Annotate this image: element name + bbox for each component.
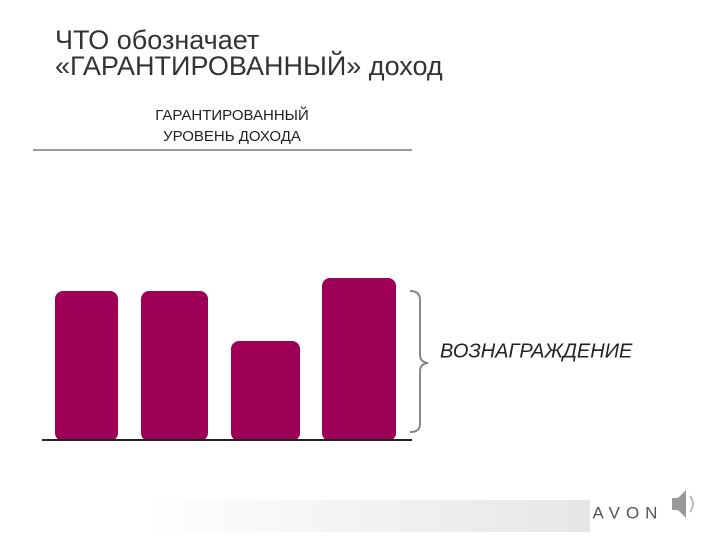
guaranteed-label: УРОВЕНЬ ДОХОДА	[163, 128, 301, 145]
bars	[55, 278, 396, 441]
bar	[55, 291, 118, 441]
footer-band	[145, 500, 590, 532]
bar	[322, 278, 396, 441]
title-line: «ГАРАНТИРОВАННЫЙ» доход	[55, 50, 443, 81]
logo: AVON	[593, 503, 664, 522]
reward-label: ВОЗНАГРАЖДЕНИЕ	[440, 340, 633, 362]
title-line: ЧТО обозначает	[55, 25, 259, 55]
speaker-icon	[672, 490, 694, 518]
bar	[141, 291, 208, 441]
bracket	[409, 290, 429, 433]
guaranteed-label: ГАРАНТИРОВАННЫЙ	[155, 106, 309, 124]
bar	[231, 341, 300, 441]
